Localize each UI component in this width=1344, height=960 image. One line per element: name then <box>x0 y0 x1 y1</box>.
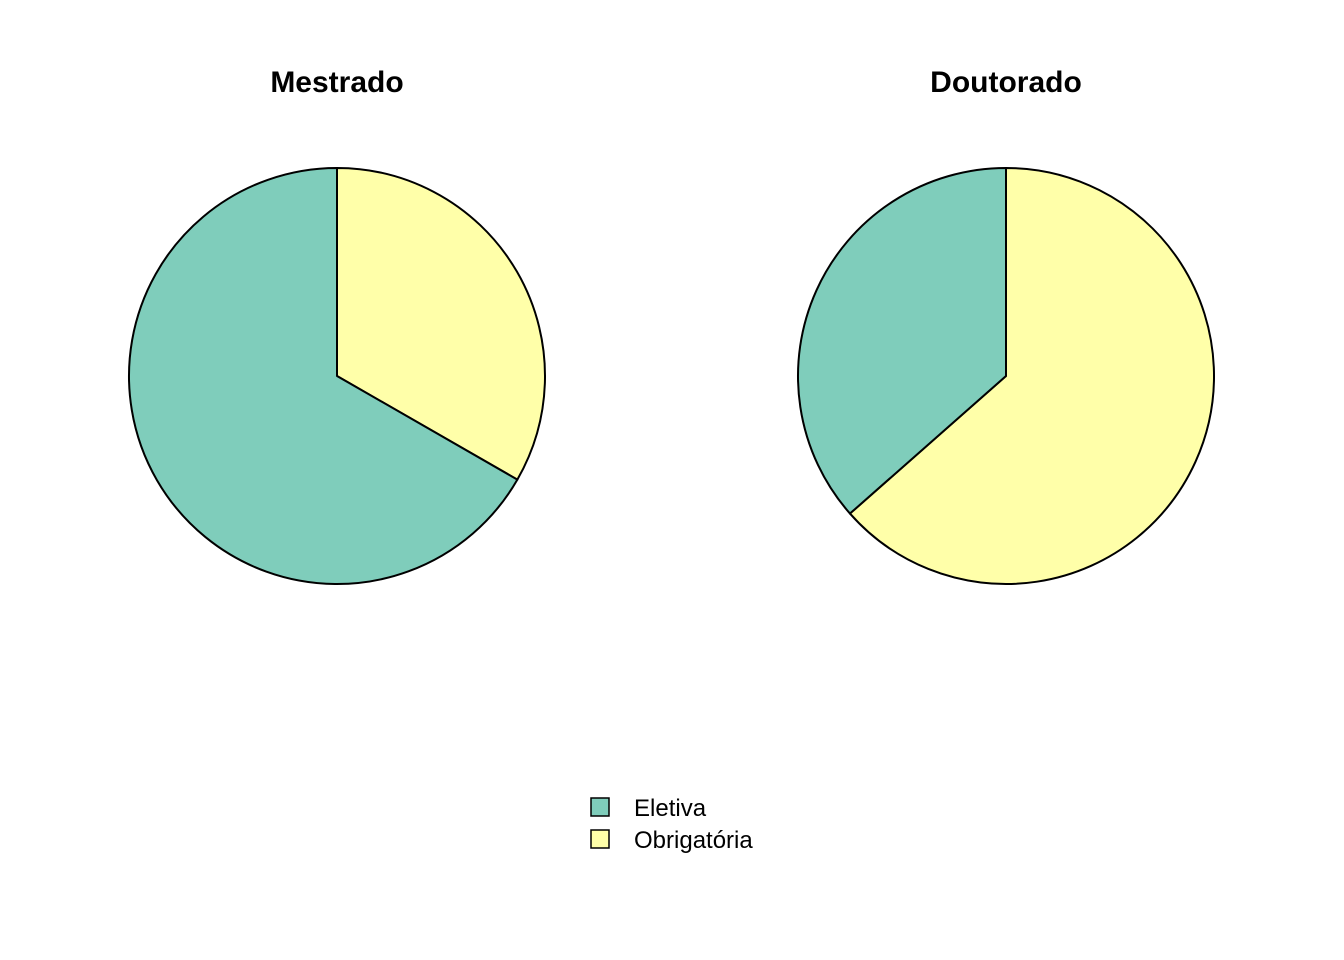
pie-doutorado <box>797 167 1215 585</box>
legend-label-eletiva: Eletiva <box>634 795 707 822</box>
pie-slice-doutorado-eletiva <box>797 167 1007 515</box>
pie-slice-doutorado-obrigatria <box>848 167 1215 585</box>
pie-mestrado <box>128 167 546 585</box>
legend-label-obrigatoria: Obrigatória <box>634 827 753 854</box>
chart-title-mestrado: Mestrado <box>270 66 403 99</box>
legend: Eletiva Obrigatória <box>590 795 753 854</box>
chart-title-doutorado: Doutorado <box>930 66 1082 99</box>
legend-swatch-obrigatoria <box>590 829 610 849</box>
pie-slice-mestrado-obrigatria <box>336 167 546 481</box>
pie-slice-mestrado-eletiva <box>128 167 519 585</box>
legend-swatch-eletiva <box>590 797 610 817</box>
